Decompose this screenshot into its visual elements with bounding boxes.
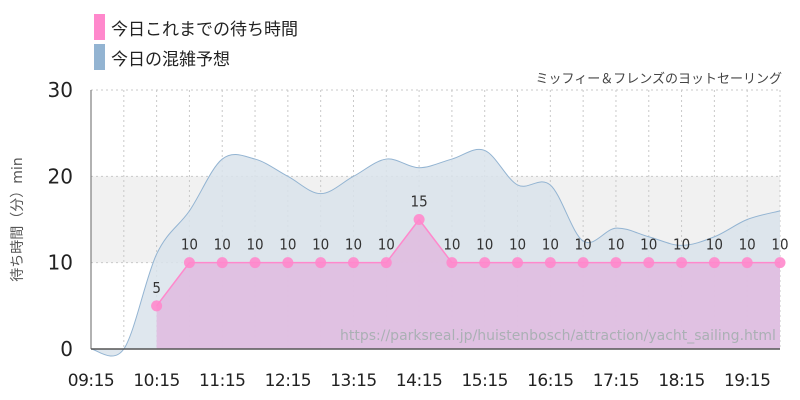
- legend-swatch-wait: [94, 14, 105, 40]
- data-label: 10: [279, 236, 296, 254]
- wait-point: [676, 257, 688, 269]
- data-label: 10: [181, 236, 198, 254]
- wait-point: [512, 257, 524, 269]
- chart-subtitle: ミッフィー＆フレンズのヨットセーリング: [535, 72, 782, 87]
- y-tick-label: 20: [48, 164, 73, 188]
- wait-point: [446, 257, 458, 269]
- wait-point: [774, 257, 786, 269]
- data-label: 10: [443, 236, 460, 254]
- data-label: 10: [739, 236, 756, 254]
- wait-point: [741, 257, 753, 269]
- data-label: 10: [476, 236, 493, 254]
- legend-swatch-forecast: [94, 44, 105, 70]
- wait-point: [315, 257, 327, 269]
- wait-point: [544, 257, 556, 269]
- data-label: 10: [575, 236, 592, 254]
- legend-item-forecast[interactable]: 今日の混雑予想: [94, 42, 298, 72]
- data-label: 10: [640, 236, 657, 254]
- data-label: 10: [312, 236, 329, 254]
- wait-point: [380, 257, 392, 269]
- x-tick-label: 17:15: [593, 371, 640, 391]
- data-label: 10: [246, 236, 263, 254]
- x-tick-label: 12:15: [265, 371, 312, 391]
- y-axis-label: 待ち時間（分）min: [10, 157, 26, 281]
- wait-point: [577, 257, 589, 269]
- x-tick-label: 16:15: [527, 371, 574, 391]
- x-tick-label: 13:15: [330, 371, 377, 391]
- data-label: 10: [673, 236, 690, 254]
- wait-point: [708, 257, 720, 269]
- data-label: 10: [607, 236, 624, 254]
- data-label: 5: [152, 279, 161, 297]
- data-label: 10: [214, 236, 231, 254]
- data-label: 10: [345, 236, 362, 254]
- wait-point: [413, 214, 425, 225]
- x-tick-label: 15:15: [461, 371, 508, 391]
- data-label: 10: [378, 236, 395, 254]
- data-label: 10: [542, 236, 559, 254]
- legend-label-wait: 今日これまでの待ち時間: [111, 19, 298, 40]
- y-tick-label: 10: [48, 251, 73, 275]
- x-tick-label: 10:15: [133, 371, 180, 391]
- data-label: 10: [509, 236, 526, 254]
- wait-point: [643, 257, 655, 269]
- wait-point: [151, 300, 163, 312]
- legend-label-forecast: 今日の混雑予想: [111, 49, 230, 70]
- wait-point: [216, 257, 228, 269]
- x-tick-label: 11:15: [199, 371, 246, 391]
- data-label: 10: [706, 236, 723, 254]
- x-tick-label: 18:15: [658, 371, 705, 391]
- wait-point: [282, 257, 294, 269]
- wait-point: [610, 257, 622, 269]
- wait-area: [156, 219, 781, 349]
- forecast-line: [90, 148, 781, 357]
- x-tick-label: 09:15: [68, 371, 115, 391]
- y-tick-label: 30: [48, 78, 73, 102]
- legend-item-wait[interactable]: 今日これまでの待ち時間: [94, 12, 298, 42]
- y-tick-label: 0: [60, 337, 73, 361]
- data-label: 15: [411, 193, 428, 211]
- x-tick-label: 14:15: [396, 371, 443, 391]
- wait-point: [249, 257, 261, 269]
- legend: 今日これまでの待ち時間 今日の混雑予想: [94, 12, 298, 72]
- x-tick-label: 19:15: [724, 371, 771, 391]
- source-url: https://parksreal.jp/huistenbosch/attrac…: [340, 328, 776, 344]
- wait-point: [183, 257, 195, 269]
- data-label: 10: [771, 236, 788, 254]
- wait-point: [347, 257, 359, 269]
- wait-point: [479, 257, 491, 269]
